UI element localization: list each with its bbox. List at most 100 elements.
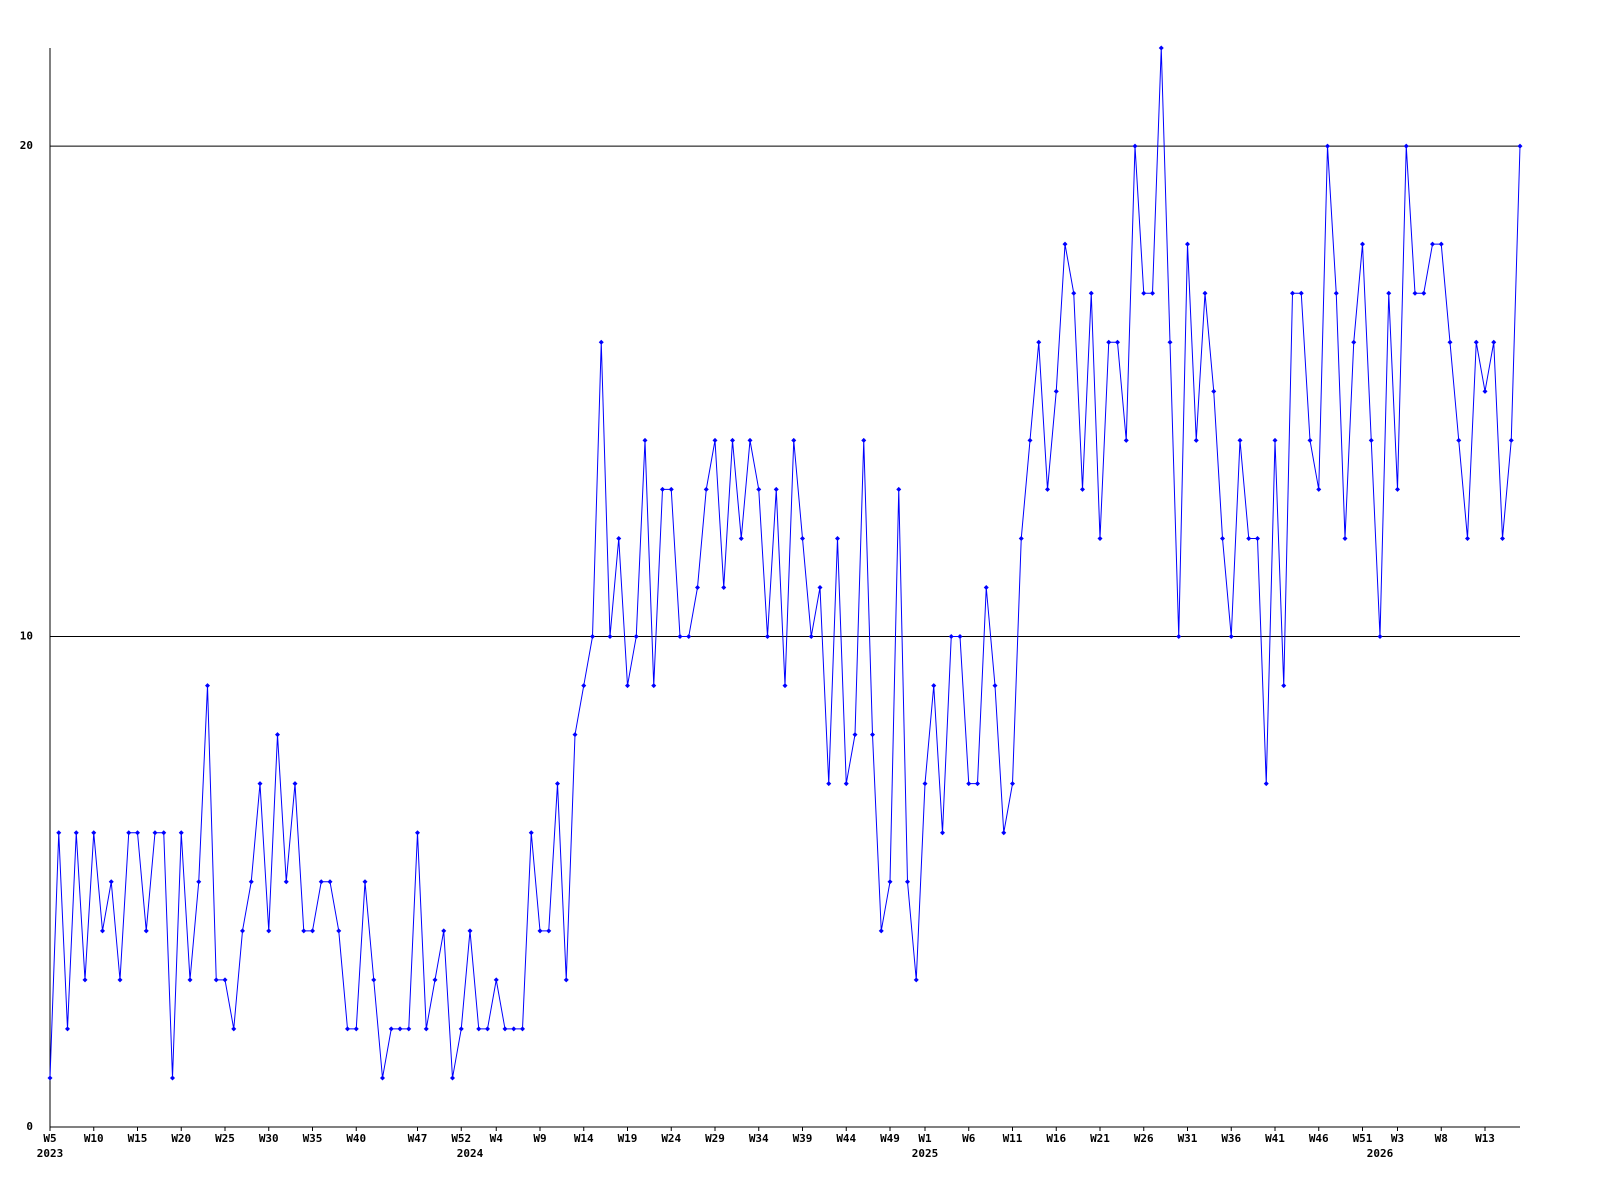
data-point	[1018, 535, 1024, 541]
x-tick-label: W44	[836, 1132, 856, 1145]
data-point	[117, 977, 123, 983]
data-point	[248, 879, 254, 885]
y-tick-label: 10	[20, 630, 33, 643]
data-point	[1403, 143, 1409, 149]
data-point	[292, 781, 298, 787]
x-tick-label: W10	[84, 1132, 104, 1145]
data-point	[668, 486, 674, 492]
data-point	[590, 634, 595, 640]
x-tick-label: W39	[793, 1132, 813, 1145]
data-point	[327, 879, 333, 885]
data-point	[485, 1026, 490, 1032]
data-point	[826, 781, 832, 787]
data-point	[625, 683, 630, 689]
data-point	[1123, 437, 1129, 443]
data-point	[931, 683, 937, 689]
x-tick-label: W24	[661, 1132, 681, 1145]
data-point	[380, 1075, 385, 1081]
data-point	[1228, 634, 1234, 640]
data-point	[283, 879, 289, 885]
x-tick-label: W34	[749, 1132, 769, 1145]
data-point	[493, 977, 499, 983]
data-point	[1333, 290, 1339, 296]
data-point	[353, 1026, 359, 1032]
data-point	[47, 1075, 53, 1081]
data-point	[1246, 535, 1252, 541]
data-point	[975, 781, 980, 787]
data-point	[730, 437, 735, 443]
data-point	[1097, 535, 1103, 541]
data-point	[528, 830, 534, 836]
data-point	[581, 683, 587, 689]
y-tick-label: 20	[20, 139, 33, 152]
data-point	[1185, 241, 1190, 247]
data-point	[170, 1075, 175, 1081]
data-point	[852, 732, 858, 738]
data-point	[546, 928, 552, 934]
data-point	[257, 781, 263, 787]
x-tick-label: W8	[1435, 1132, 1448, 1145]
data-point	[1053, 388, 1059, 394]
data-point	[1115, 339, 1120, 345]
data-point	[56, 830, 62, 836]
data-point	[441, 928, 447, 934]
data-point	[1062, 241, 1068, 247]
x-tick-label: W35	[303, 1132, 323, 1145]
data-point	[747, 437, 753, 443]
data-point	[415, 830, 420, 836]
data-point	[161, 830, 167, 836]
data-point	[1368, 437, 1374, 443]
data-point	[1360, 241, 1365, 247]
data-point	[187, 977, 193, 983]
data-point	[1438, 241, 1444, 247]
data-point	[957, 634, 963, 640]
data-point	[318, 879, 324, 885]
data-point	[686, 634, 692, 640]
data-point	[835, 535, 840, 541]
x-tick-label: W15	[128, 1132, 148, 1145]
x-tick-label: W30	[259, 1132, 279, 1145]
data-point	[467, 928, 473, 934]
data-point	[126, 830, 132, 836]
data-point	[205, 683, 210, 689]
data-point	[1517, 143, 1523, 149]
data-line	[49, 47, 1521, 1079]
x-tick-label: W4	[490, 1132, 504, 1145]
data-point	[773, 486, 779, 492]
data-point	[135, 830, 140, 836]
data-point	[1290, 290, 1295, 296]
x-tick-label: W49	[880, 1132, 900, 1145]
data-point	[152, 830, 158, 836]
data-point	[432, 977, 438, 983]
x-tick-label: W51	[1353, 1132, 1373, 1145]
data-point	[1272, 437, 1278, 443]
data-point	[91, 830, 97, 836]
year-label: 2024	[457, 1147, 484, 1160]
x-tick-label: W31	[1178, 1132, 1198, 1145]
x-tick-label: W26	[1134, 1132, 1154, 1145]
data-point	[1298, 290, 1304, 296]
data-point	[1473, 339, 1479, 345]
data-point	[817, 585, 823, 590]
x-tick-label: W14	[574, 1132, 594, 1145]
data-point	[905, 879, 910, 885]
data-point	[231, 1026, 237, 1032]
data-point	[791, 437, 797, 443]
data-point	[1342, 535, 1348, 541]
data-point	[222, 977, 228, 983]
x-tick-label: W25	[215, 1132, 235, 1145]
data-point	[870, 732, 875, 738]
data-point	[1150, 290, 1155, 296]
data-point	[913, 977, 919, 983]
data-point	[738, 535, 744, 541]
x-tick-label: W46	[1309, 1132, 1329, 1145]
y-tick-label: 0	[26, 1120, 33, 1133]
data-point	[1491, 339, 1497, 345]
data-point	[712, 437, 718, 443]
data-point	[878, 928, 884, 934]
data-point	[966, 781, 972, 787]
data-point	[1106, 339, 1112, 345]
year-label: 2025	[912, 1147, 939, 1160]
data-point	[1430, 241, 1435, 247]
